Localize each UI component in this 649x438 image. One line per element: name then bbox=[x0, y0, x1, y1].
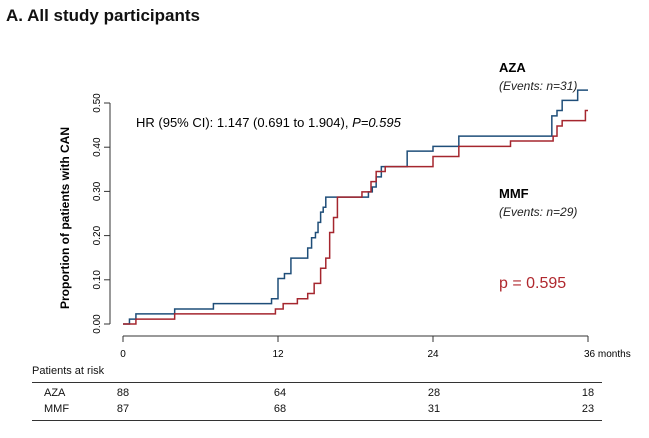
x-tick-label: 36 months bbox=[584, 349, 631, 360]
y-axis-label: Proportion of patients with CAN bbox=[58, 127, 72, 309]
series-layer bbox=[123, 89, 588, 325]
risk-value: 64 bbox=[273, 387, 287, 399]
risk-value: 28 bbox=[427, 387, 441, 399]
risk-row-label: MMF bbox=[44, 403, 70, 415]
panel-title: A. All study participants bbox=[6, 6, 200, 25]
risk-row-mmf: MMF 87 68 31 23 bbox=[0, 403, 649, 417]
risk-table-rule-top bbox=[32, 382, 602, 383]
y-tick-label: 0.00 bbox=[92, 314, 103, 334]
aza-label: AZA bbox=[499, 60, 526, 75]
risk-value: 68 bbox=[273, 403, 287, 415]
risk-value: 18 bbox=[581, 387, 595, 399]
y-tick-label: 0.30 bbox=[92, 181, 103, 201]
y-tick-label: 0.10 bbox=[92, 270, 103, 290]
y-tick-label: 0.20 bbox=[92, 225, 103, 245]
risk-value: 23 bbox=[581, 403, 595, 415]
risk-value: 31 bbox=[427, 403, 441, 415]
hr-text: HR (95% CI): 1.147 (0.691 to 1.904), bbox=[136, 115, 352, 130]
series-line-mmf bbox=[123, 109, 588, 325]
y-tick-label: 0.50 bbox=[92, 93, 103, 113]
hr-pvalue: P=0.595 bbox=[352, 115, 402, 130]
x-tick-label: 12 bbox=[272, 349, 284, 360]
axes: 0.00 0.10 0.20 0.30 0.40 0.50 0 12 24 36 months bbox=[92, 93, 631, 360]
risk-value: 87 bbox=[116, 403, 130, 415]
risk-row-aza: AZA 88 64 28 18 bbox=[0, 387, 649, 401]
risk-table-rule-bottom bbox=[32, 420, 602, 421]
risk-row-label: AZA bbox=[44, 387, 66, 399]
y-tick-label: 0.40 bbox=[92, 137, 103, 157]
x-tick-label: 24 bbox=[427, 349, 439, 360]
aza-events: (Events: n=31) bbox=[499, 79, 577, 93]
pvalue-overlay: p = 0.595 bbox=[499, 275, 567, 292]
series-line-aza bbox=[123, 89, 588, 325]
risk-table-title: Patients at risk bbox=[32, 365, 105, 377]
x-tick-label: 0 bbox=[120, 349, 126, 360]
km-plot: 0.00 0.10 0.20 0.30 0.40 0.50 0 12 24 36 months P… bbox=[58, 60, 631, 360]
risk-value: 88 bbox=[116, 387, 130, 399]
hr-annotation: HR (95% CI): 1.147 (0.691 to 1.904), P=0… bbox=[136, 115, 402, 130]
mmf-label: MMF bbox=[499, 186, 529, 201]
mmf-events: (Events: n=29) bbox=[499, 205, 577, 219]
